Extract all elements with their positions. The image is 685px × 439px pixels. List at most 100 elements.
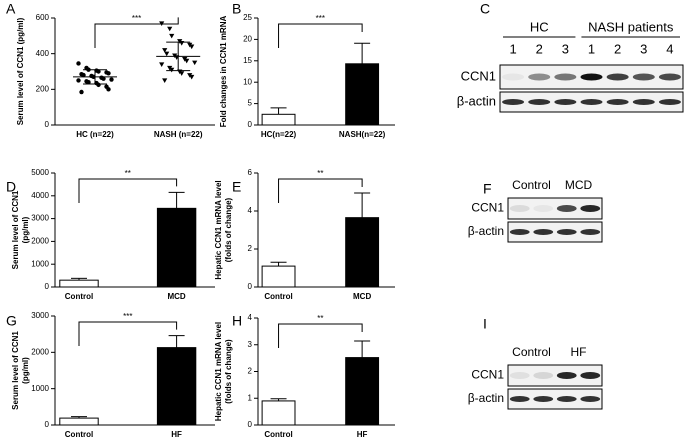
row-label: CCN1 <box>471 201 504 215</box>
band <box>580 205 601 212</box>
significance: *** <box>316 14 325 23</box>
band <box>509 205 530 212</box>
blot-strip <box>507 197 603 220</box>
x-tick-label: Control <box>264 292 292 301</box>
significance-bracket <box>278 178 363 203</box>
y-axis-label: Hepatic CCN1 mRNA level <box>214 180 223 279</box>
y-tick-label: 6 <box>248 168 253 177</box>
panel-label: H <box>232 313 242 329</box>
band <box>528 73 551 81</box>
x-tick-label: Control <box>264 430 292 439</box>
blot-strip <box>507 221 603 243</box>
y-tick-label: 15 <box>243 56 252 65</box>
group-label: Control <box>512 178 551 192</box>
y-axis-label: (folds of change) <box>224 197 233 262</box>
y-tick-label: 20 <box>243 35 252 44</box>
x-tick-label: HF <box>357 430 368 439</box>
y-tick-label: 4 <box>248 206 253 215</box>
y-axis-label: Hepatic CCN1 mRNA level <box>214 322 223 421</box>
data-point <box>101 76 106 81</box>
significance-bracket <box>278 323 363 348</box>
lane-label: 3 <box>562 41 569 56</box>
data-point <box>162 78 168 84</box>
panel-label: A <box>6 1 16 17</box>
band <box>556 205 577 212</box>
band <box>580 99 603 105</box>
y-tick-label: 0 <box>45 420 50 429</box>
x-tick-label: Control <box>65 292 93 301</box>
band <box>509 396 530 402</box>
significance: ** <box>125 169 131 178</box>
band <box>632 73 655 81</box>
significance: ** <box>317 169 323 178</box>
row-label: CCN1 <box>471 368 504 382</box>
y-tick-label: 0 <box>248 420 253 429</box>
data-point <box>81 72 86 78</box>
panel-label: F <box>483 181 492 197</box>
band <box>580 372 601 379</box>
band <box>606 73 629 81</box>
row-label: β-actin <box>468 224 504 238</box>
y-tick-label: 3000 <box>31 311 49 320</box>
bar <box>59 279 99 288</box>
y-tick-label: 10 <box>243 77 252 86</box>
lane-label: 1 <box>509 41 516 56</box>
band <box>502 99 525 105</box>
group-label: NASH patients <box>588 19 674 34</box>
data-point <box>76 78 81 83</box>
band <box>580 229 601 235</box>
band <box>509 229 530 235</box>
y-tick-label: 3000 <box>31 214 49 223</box>
x-tick-label: MCD <box>167 292 185 301</box>
y-tick-label: 400 <box>36 49 50 58</box>
data-point <box>169 67 175 73</box>
y-tick-label: 5 <box>248 99 253 108</box>
bar <box>261 113 296 126</box>
band <box>606 99 629 105</box>
data-point <box>189 74 195 80</box>
panel-label: D <box>6 179 16 195</box>
y-tick-label: 0 <box>248 120 253 129</box>
band <box>533 229 554 235</box>
band <box>632 99 655 105</box>
data-point <box>106 87 111 92</box>
band <box>533 396 554 402</box>
lane-label: 2 <box>536 41 543 56</box>
lane-label: 1 <box>588 41 595 56</box>
bar <box>345 357 380 426</box>
y-tick-label: 2000 <box>31 237 49 246</box>
data-point <box>96 82 101 88</box>
data-point <box>192 60 198 66</box>
y-tick-label: 0 <box>45 282 50 291</box>
data-point <box>189 44 195 50</box>
y-tick-label: 1 <box>248 393 253 402</box>
group-label: MCD <box>565 178 593 192</box>
significance: *** <box>123 312 132 321</box>
bar <box>59 417 99 426</box>
y-tick-label: 0 <box>45 120 50 129</box>
group-label: HF <box>571 345 587 359</box>
y-tick-label: 4 <box>248 313 253 322</box>
band <box>554 99 577 105</box>
band <box>533 205 554 212</box>
significance: *** <box>132 14 141 23</box>
y-axis-label: Fold changes in CCN1 mRNA <box>219 16 228 128</box>
bar <box>345 63 380 126</box>
data-point <box>164 51 170 57</box>
x-tick-label: MCD <box>353 292 371 301</box>
y-axis-label: Serum level of CCN1 (pg/ml) <box>16 17 25 125</box>
lane-label: 3 <box>640 41 647 56</box>
band <box>533 372 554 379</box>
significance: ** <box>317 314 323 323</box>
band <box>502 73 525 81</box>
group-label: Control <box>512 345 551 359</box>
y-tick-label: 4000 <box>31 191 49 200</box>
group-label: HC <box>530 19 549 34</box>
bar <box>156 347 197 426</box>
y-tick-label: 5000 <box>31 168 49 177</box>
y-tick-label: 600 <box>36 13 50 22</box>
data-point <box>106 71 111 76</box>
y-tick-label: 2 <box>248 244 253 253</box>
panel-label: E <box>232 179 241 195</box>
significance-bracket <box>94 17 179 48</box>
